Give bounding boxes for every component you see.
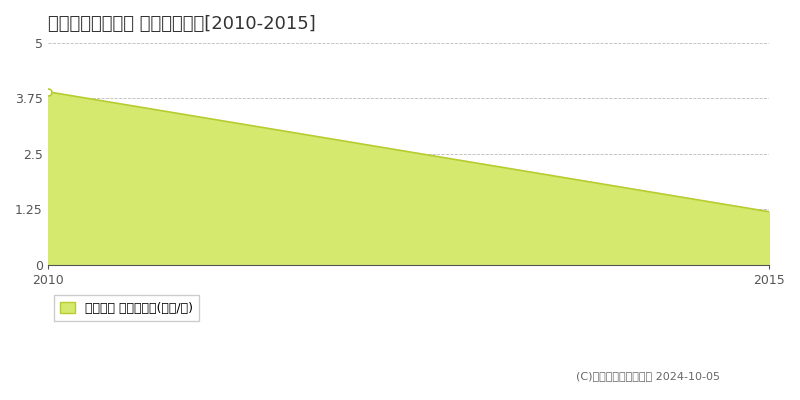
Legend: 土地価格 平均坪単価(万円/坪): 土地価格 平均坪単価(万円/坪) <box>54 296 199 321</box>
Text: 雲仙市千々石町庚 土地価格推移[2010-2015]: 雲仙市千々石町庚 土地価格推移[2010-2015] <box>48 15 315 33</box>
Text: (C)土地価格ドットコム 2024-10-05: (C)土地価格ドットコム 2024-10-05 <box>576 371 720 381</box>
